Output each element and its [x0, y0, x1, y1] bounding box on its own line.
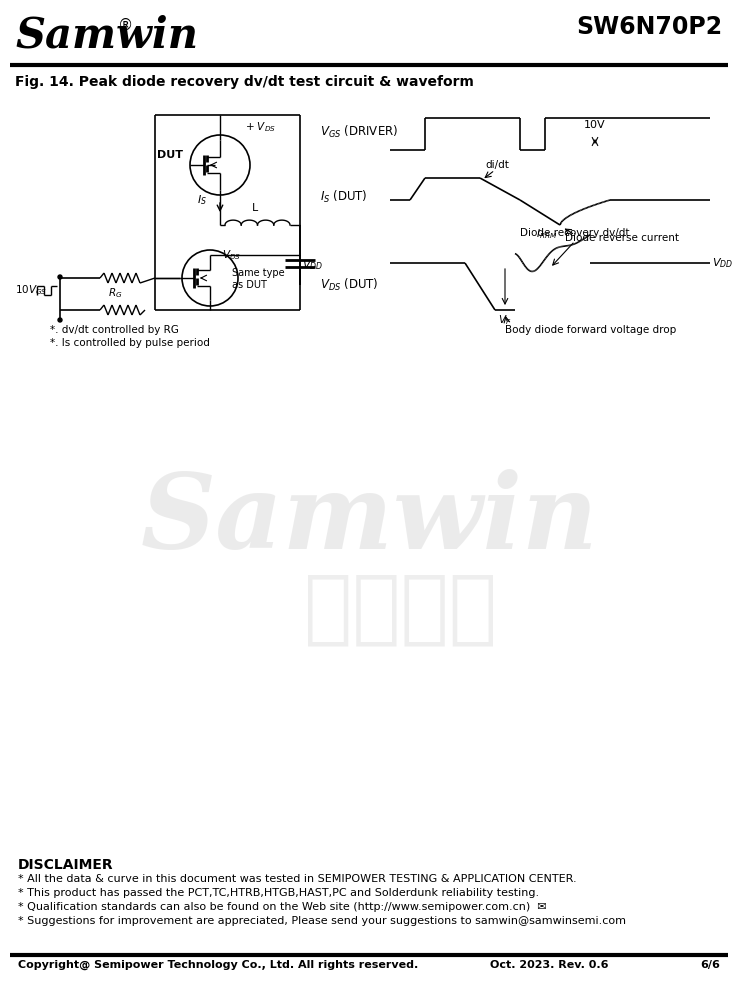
Text: Body diode forward voltage drop: Body diode forward voltage drop [505, 325, 676, 335]
Text: Same type
as DUT: Same type as DUT [232, 268, 285, 290]
Text: $V_{DD}$: $V_{DD}$ [712, 256, 733, 270]
Text: * Qualification standards can also be found on the Web site (http://www.semipowe: * Qualification standards can also be fo… [18, 902, 547, 912]
Text: * All the data & curve in this document was tested in SEMIPOWER TESTING & APPLIC: * All the data & curve in this document … [18, 874, 576, 884]
Text: $I_{RRM}$: $I_{RRM}$ [536, 227, 557, 241]
Text: 内部保密: 内部保密 [303, 571, 497, 649]
Text: Oct. 2023. Rev. 0.6: Oct. 2023. Rev. 0.6 [490, 960, 609, 970]
Text: + $V_{DS}$: + $V_{DS}$ [245, 120, 276, 134]
Text: Samwin: Samwin [140, 469, 598, 571]
Text: $10V_{GS}$: $10V_{GS}$ [15, 283, 47, 297]
Text: $R_G$: $R_G$ [108, 286, 123, 300]
Text: *. dv/dt controlled by RG: *. dv/dt controlled by RG [50, 325, 179, 335]
Text: $V_{DD}$: $V_{DD}$ [302, 258, 323, 272]
Text: di/dt: di/dt [485, 160, 509, 170]
Text: $I_S$: $I_S$ [197, 193, 207, 207]
Text: Diode reverse current: Diode reverse current [565, 233, 679, 243]
Text: 10V: 10V [584, 120, 606, 130]
Circle shape [58, 275, 62, 279]
Text: Fig. 14. Peak diode recovery dv/dt test circuit & waveform: Fig. 14. Peak diode recovery dv/dt test … [15, 75, 474, 89]
Text: L: L [252, 203, 258, 213]
Text: DISCLAIMER: DISCLAIMER [18, 858, 114, 872]
Text: $V_{GS}$ (DRIVER): $V_{GS}$ (DRIVER) [320, 124, 399, 140]
Text: *. Is controlled by pulse period: *. Is controlled by pulse period [50, 338, 210, 348]
Text: $V_{DS}$ (DUT): $V_{DS}$ (DUT) [320, 277, 379, 293]
Text: Copyright@ Semipower Technology Co., Ltd. All rights reserved.: Copyright@ Semipower Technology Co., Ltd… [18, 960, 418, 970]
Text: SW6N70P2: SW6N70P2 [576, 15, 722, 39]
Text: $V_{DS}$: $V_{DS}$ [222, 248, 241, 262]
Text: ®: ® [118, 18, 134, 33]
Text: Samwin: Samwin [15, 15, 198, 57]
Text: $I_S$ (DUT): $I_S$ (DUT) [320, 189, 368, 205]
Text: * Suggestions for improvement are appreciated, Please send your suggestions to s: * Suggestions for improvement are apprec… [18, 916, 626, 926]
Circle shape [58, 318, 62, 322]
Text: 6/6: 6/6 [700, 960, 720, 970]
Text: $V_F$: $V_F$ [498, 313, 511, 327]
Text: DUT: DUT [157, 150, 183, 160]
Text: Diode recovery dv/dt: Diode recovery dv/dt [520, 228, 630, 238]
Text: * This product has passed the PCT,TC,HTRB,HTGB,HAST,PC and Solderdunk reliabilit: * This product has passed the PCT,TC,HTR… [18, 888, 539, 898]
